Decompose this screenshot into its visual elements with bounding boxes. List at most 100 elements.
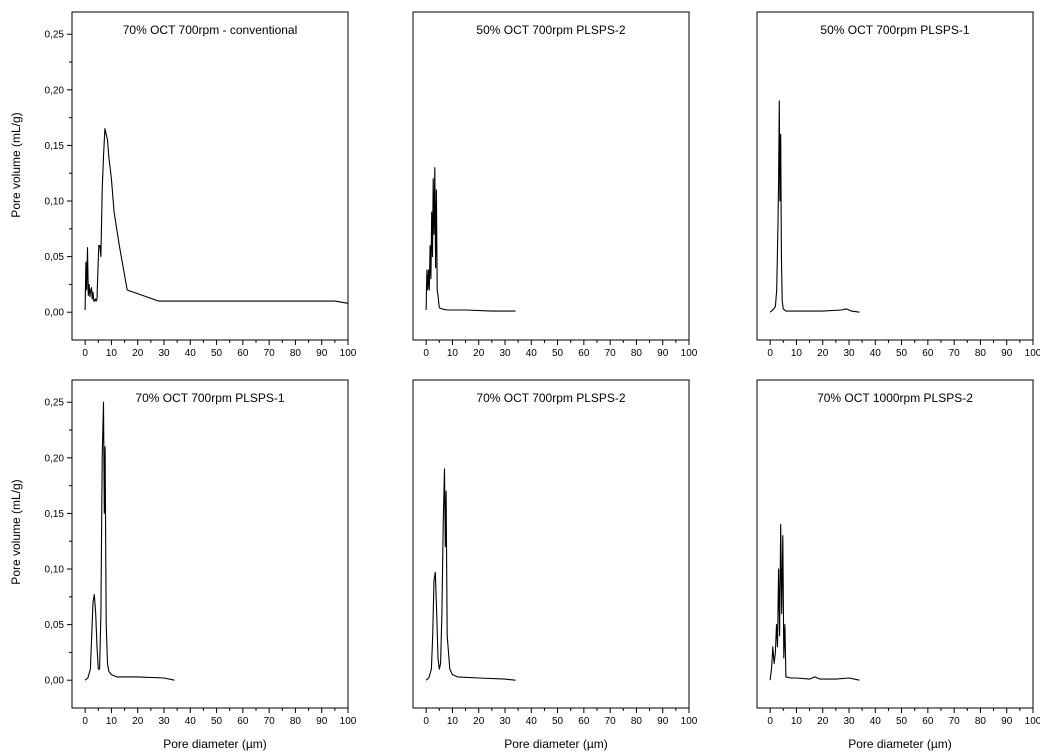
x-tick-label: 0 (423, 348, 429, 359)
chart-title: 70% OCT 700rpm PLSPS-1 (135, 391, 285, 405)
x-tick-label: 10 (447, 348, 459, 359)
plot-frame (71, 379, 349, 709)
y-tick-label: 0,10 (45, 197, 65, 208)
series-line (425, 468, 516, 681)
x-tick-label: 90 (657, 716, 669, 727)
x-tick-label: 30 (158, 348, 170, 359)
x-tick-label: 0 (423, 716, 429, 727)
x-tick-label: 10 (447, 716, 459, 727)
series-line (84, 128, 349, 311)
x-axis-label-middle: Pore diameter (µm) (504, 737, 608, 751)
x-tick-label: 20 (817, 348, 829, 359)
x-tick-label: 70 (605, 348, 617, 359)
x-tick-label: 20 (132, 716, 144, 727)
chart-title: 50% OCT 700rpm PLSPS-1 (820, 23, 970, 37)
x-tick-label: 0 (767, 348, 773, 359)
x-tick-label: 90 (316, 348, 328, 359)
x-tick-label: 40 (526, 348, 538, 359)
chart-title: 70% OCT 700rpm - conventional (123, 23, 298, 37)
y-tick-label: 0,25 (45, 30, 65, 41)
x-tick-label: 80 (975, 716, 987, 727)
y-tick-label: 0,25 (45, 398, 65, 409)
x-tick-label: 0 (82, 348, 88, 359)
x-tick-label: 20 (473, 348, 485, 359)
y-tick-label: 0,00 (45, 308, 65, 319)
x-tick-label: 90 (657, 348, 669, 359)
x-tick-label: 60 (237, 348, 249, 359)
x-tick-label: 10 (106, 348, 118, 359)
chart-panel-3: 50% OCT 700rpm PLSPS-1 0 10 20 30 40 50 60 70 80 9… (756, 11, 1040, 359)
x-tick-label: 100 (1025, 716, 1040, 727)
x-tick-label: 40 (526, 716, 538, 727)
chart-title: 70% OCT 700rpm PLSPS-2 (476, 391, 626, 405)
x-tick-label: 50 (552, 348, 564, 359)
x-tick-label: 60 (578, 348, 590, 359)
x-tick-label: 50 (552, 716, 564, 727)
x-tick-label: 80 (975, 348, 987, 359)
plot-frame (412, 379, 690, 709)
y-tick-label: 0,10 (45, 565, 65, 576)
x-tick-label: 100 (340, 348, 357, 359)
x-tick-label: 40 (870, 716, 882, 727)
x-tick-label: 60 (922, 716, 934, 727)
x-axis-label-left: Pore diameter (µm) (163, 737, 267, 751)
chart-panel-5: 70% OCT 700rpm PLSPS-2 0 10 20 30 40 50 60 70 80 9… (412, 379, 698, 727)
plot-frame (756, 379, 1034, 709)
y-tick-label: 0,20 (45, 85, 65, 96)
x-tick-label: 80 (631, 348, 643, 359)
x-tick-label: 20 (132, 348, 144, 359)
plot-frame (412, 11, 690, 341)
chart-title: 50% OCT 700rpm PLSPS-2 (476, 23, 626, 37)
x-tick-label: 60 (578, 716, 590, 727)
x-tick-label: 50 (211, 348, 223, 359)
y-axis-label-bottom: Pore volume (mL/g) (9, 479, 23, 584)
x-tick-label: 70 (949, 348, 961, 359)
x-tick-label: 40 (870, 348, 882, 359)
series-line (769, 523, 860, 681)
y-tick-label: 0,05 (45, 620, 65, 631)
x-tick-label: 20 (473, 716, 485, 727)
x-tick-label: 100 (340, 716, 357, 727)
chart-panel-2: 50% OCT 700rpm PLSPS-2 0 10 20 30 40 50 60 70 80 9… (412, 11, 698, 359)
chart-panel-1: 70% OCT 700rpm - conventional 0 10 20 30 40 50… (45, 11, 357, 359)
y-tick-label: 0,20 (45, 453, 65, 464)
y-tick-label: 0,15 (45, 509, 65, 520)
x-tick-label: 80 (290, 348, 302, 359)
x-tick-label: 10 (791, 348, 803, 359)
x-tick-label: 30 (843, 348, 855, 359)
y-tick-label: 0,00 (45, 676, 65, 687)
x-tick-label: 70 (605, 716, 617, 727)
x-tick-label: 100 (1025, 348, 1040, 359)
x-tick-label: 60 (922, 348, 934, 359)
series-line (425, 167, 516, 312)
x-tick-label: 10 (791, 716, 803, 727)
x-tick-label: 40 (185, 716, 197, 727)
x-tick-label: 80 (290, 716, 302, 727)
x-tick-label: 90 (316, 716, 328, 727)
x-tick-label: 30 (843, 716, 855, 727)
series-line (84, 401, 175, 681)
x-tick-label: 80 (631, 716, 643, 727)
x-tick-label: 100 (681, 716, 698, 727)
x-tick-label: 30 (158, 716, 170, 727)
x-tick-label: 0 (82, 716, 88, 727)
chart-panel-4: 70% OCT 700rpm PLSPS-1 0 10 20 30 40 50 60 70 80 9… (45, 379, 357, 727)
plot-frame (756, 11, 1034, 341)
x-tick-label: 90 (1001, 716, 1013, 727)
plot-frame (71, 11, 349, 341)
x-tick-label: 70 (949, 716, 961, 727)
x-tick-label: 90 (1001, 348, 1013, 359)
y-tick-label: 0,15 (45, 141, 65, 152)
x-tick-label: 30 (499, 716, 511, 727)
chart-title: 70% OCT 1000rpm PLSPS-2 (817, 391, 973, 405)
x-tick-label: 50 (896, 716, 908, 727)
x-tick-label: 40 (185, 348, 197, 359)
x-tick-label: 50 (211, 716, 223, 727)
x-tick-label: 70 (264, 716, 276, 727)
x-tick-label: 50 (896, 348, 908, 359)
y-axis-label-top: Pore volume (mL/g) (9, 112, 23, 217)
chart-panel-6: 70% OCT 1000rpm PLSPS-2 0 10 20 30 40 50 60 70 80… (756, 379, 1040, 727)
x-tick-label: 100 (681, 348, 698, 359)
x-axis-label-right: Pore diameter (µm) (848, 737, 952, 751)
